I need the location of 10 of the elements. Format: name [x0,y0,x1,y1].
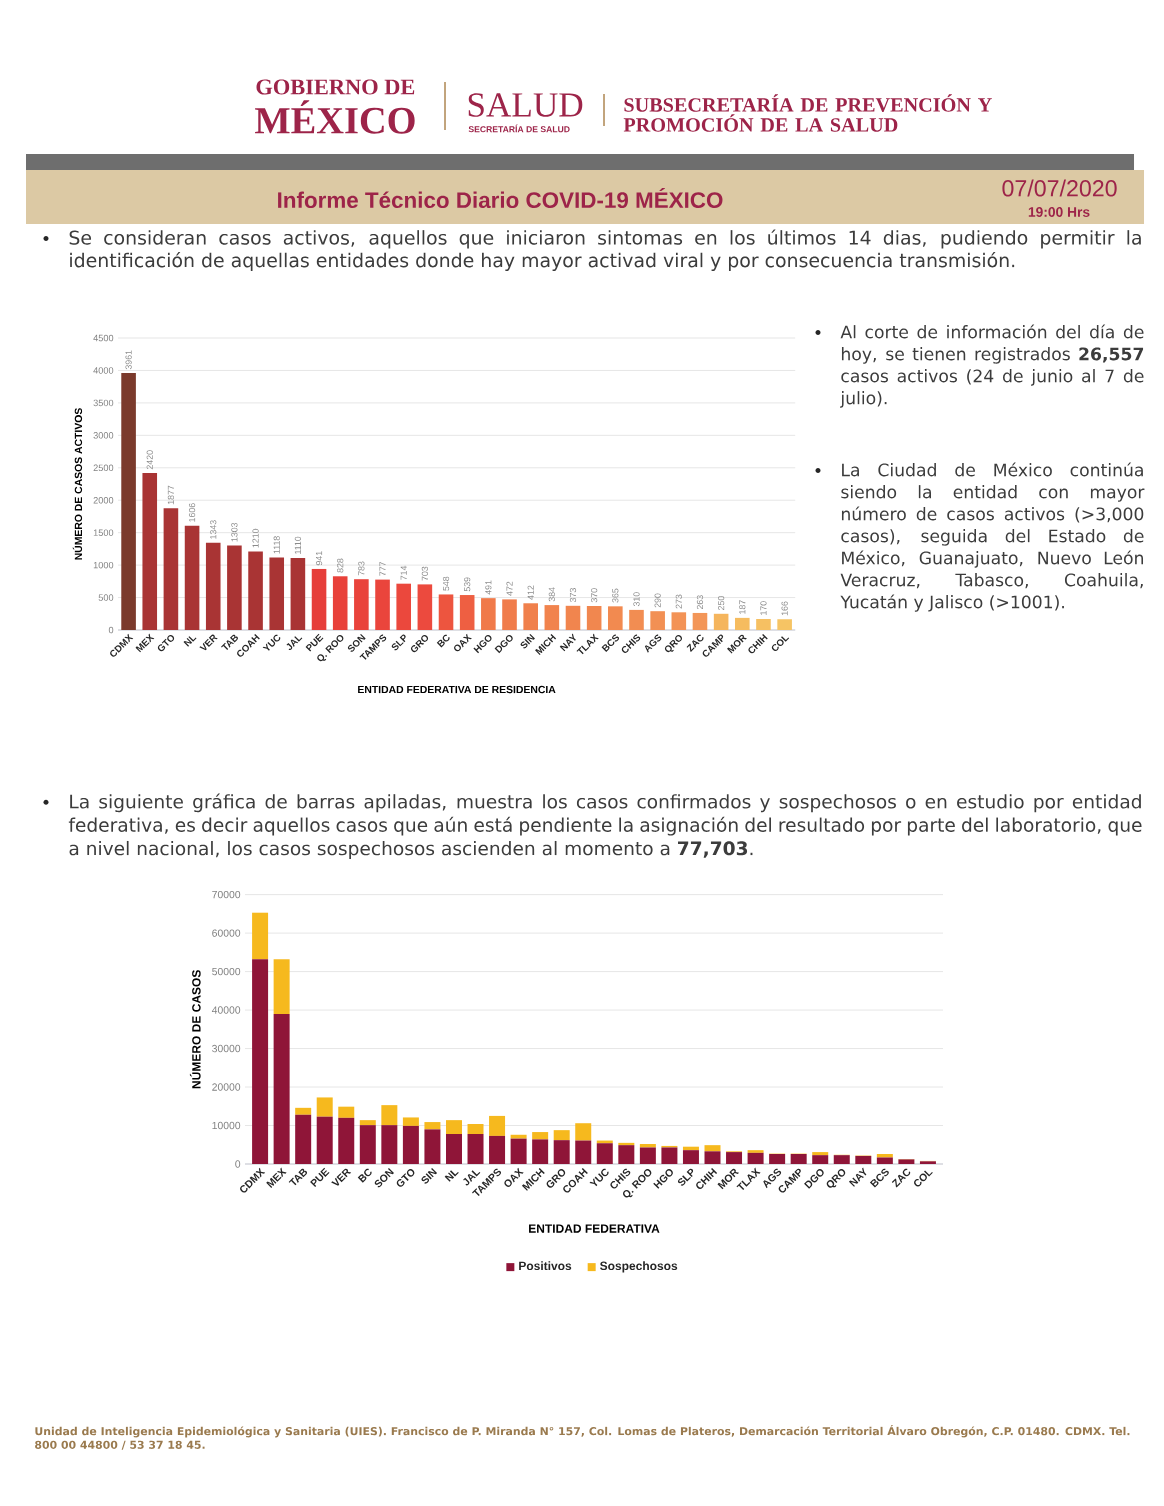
text: MÉXICO [255,100,415,134]
text: GOBIERNO DE [256,79,415,95]
text: Informe Técnico Diario COVID-19 MÉXICO [278,187,723,209]
text: Se consideran casos activos, aquellos que iniciaron sintomas en los últimos 14 dias, pudiendo permitir la identificación de aquellas entidades donde hay mayor activad viral y por consecuencia transmisión. [69,229,1141,272]
text: 07/07/2020 [1002,179,1117,197]
text: SUBSECRETARÍA DE PREVENCIÓN Y PROMOCIÓN DE LA SALUD [623,94,992,132]
text: SALUD [468,93,583,117]
text: La siguiente gráfica de barras apiladas, muestra los casos confirmados y sospechosos o en estudio por entidad federativa, es decir aquellos casos que aún está pendiente la asignación del resultado por parte del laboratorio, que a nivel nacional, los casos sospechosos ascienden al momento a 77,703. [68,793,1142,859]
text: La Ciudad de México continúa siendo la entidad con mayor número de casos activos (>3,000 casos), seguida del Estado de México, Guanajuato, Nuevo León Veracruz, Tabasco, Coahuila, Yucatán y Jalisco (>1001). [840,462,1145,612]
text: Al corte de información del día de hoy, se tienen registrados 26,557 casos activos (24 de junio al 7 de julio). [840,324,1144,408]
